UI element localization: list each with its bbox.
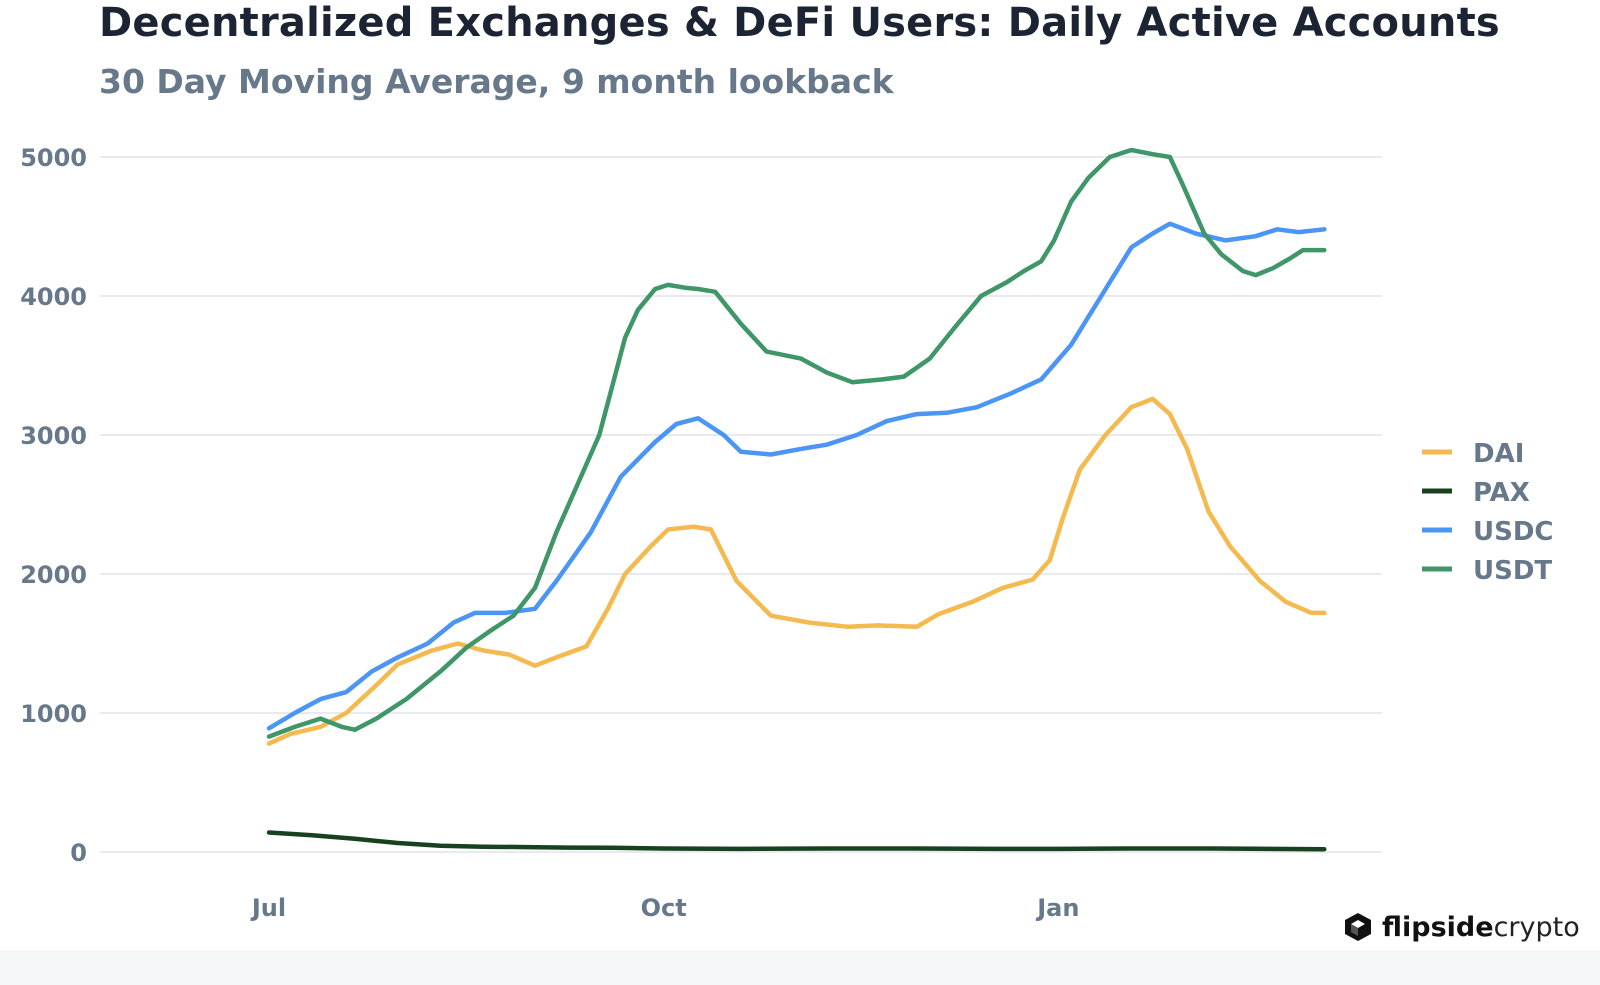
legend-label-dai: DAI <box>1473 439 1524 469</box>
brand-watermark: flipsidecrypto <box>1342 911 1580 943</box>
y-tick-label: 5000 <box>20 144 87 172</box>
y-tick-label: 3000 <box>20 422 87 450</box>
y-tick-label: 2000 <box>20 561 87 589</box>
series-lines <box>266 147 1327 852</box>
grid-lines <box>100 156 1382 853</box>
series-line-pax <box>266 830 1327 852</box>
x-axis-ticks: Jul Oct Jan <box>250 894 1080 922</box>
brand-name-light: crypto <box>1493 911 1580 943</box>
y-tick-label: 1000 <box>20 700 87 728</box>
chart-subtitle: 30 Day Moving Average, 9 month lookback <box>99 62 894 101</box>
x-tick-label: Jan <box>1035 894 1079 922</box>
flipside-cube-logo-icon <box>1345 913 1371 941</box>
series-line-usdt <box>266 147 1327 739</box>
legend: DAI PAX USDC USDT <box>1422 439 1554 586</box>
x-tick-label: Jul <box>250 894 286 922</box>
legend-label-usdt: USDT <box>1473 556 1552 586</box>
legend-label-pax: PAX <box>1473 478 1530 508</box>
y-tick-label: 0 <box>70 839 87 867</box>
footer-band <box>0 950 1600 985</box>
series-line-dai <box>266 396 1327 746</box>
x-tick-label: Oct <box>641 894 687 922</box>
series-line-usdc <box>266 221 1327 731</box>
legend-label-usdc: USDC <box>1473 517 1554 547</box>
y-tick-label: 4000 <box>20 283 87 311</box>
chart-title: Decentralized Exchanges & DeFi Users: Da… <box>99 0 1500 46</box>
y-axis-ticks: 0 1000 2000 3000 4000 5000 <box>20 144 87 867</box>
brand-name-bold: flipside <box>1382 911 1494 943</box>
